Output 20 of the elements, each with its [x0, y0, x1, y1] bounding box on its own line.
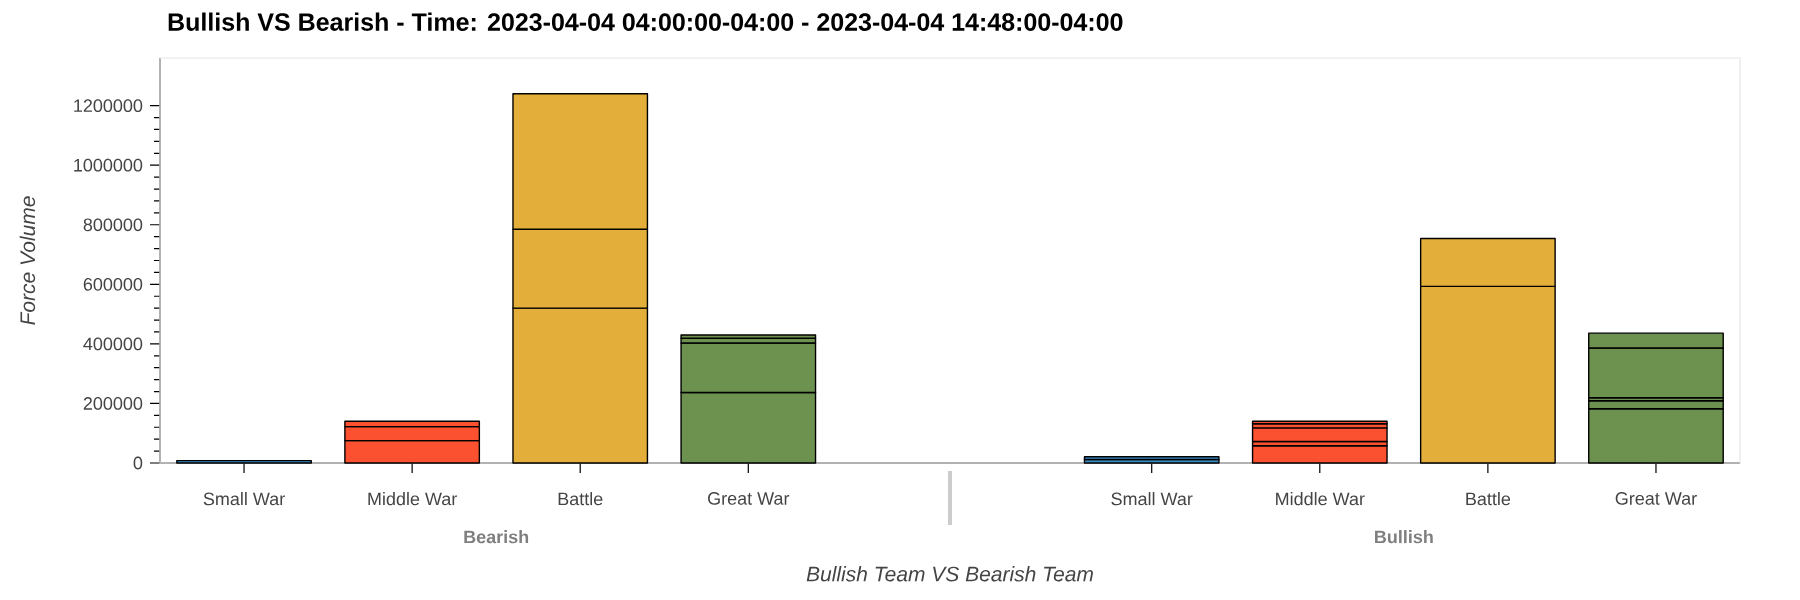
y-tick-label: 1000000: [74, 158, 143, 172]
y-tick-label: 200000: [83, 397, 143, 410]
x-tick-label: Great War: [1615, 492, 1697, 505]
x-tick-label: Small War: [1111, 492, 1193, 506]
y-tick-label: 0: [133, 456, 143, 470]
y-tick-label: 400000: [83, 337, 143, 351]
x-tick-label: Middle War: [1276, 492, 1365, 506]
text: Bearish: [464, 530, 529, 544]
chart-title: Bullish VS Bearish - Time: 2023-04-04 04:00:00-04:00 - 2023-04-04 14:48:00-04:00: [168, 12, 1123, 31]
x-tick-label: Small War: [203, 492, 285, 506]
x-tick-label: Great War: [708, 492, 790, 505]
y-axis-title: Force Volume: [19, 196, 36, 325]
x-tick-label: Battle: [558, 492, 603, 506]
x-tick-label: Middle War: [368, 492, 458, 506]
text: Bullish: [1375, 530, 1433, 544]
x-axis-title: Bullish Team VS Bearish Team: [806, 566, 1093, 582]
x-tick-label: Battle: [1466, 492, 1511, 506]
y-tick-label: 600000: [83, 277, 143, 291]
y-tick-label: 800000: [83, 218, 143, 232]
y-tick-label: 1200000: [74, 99, 143, 113]
